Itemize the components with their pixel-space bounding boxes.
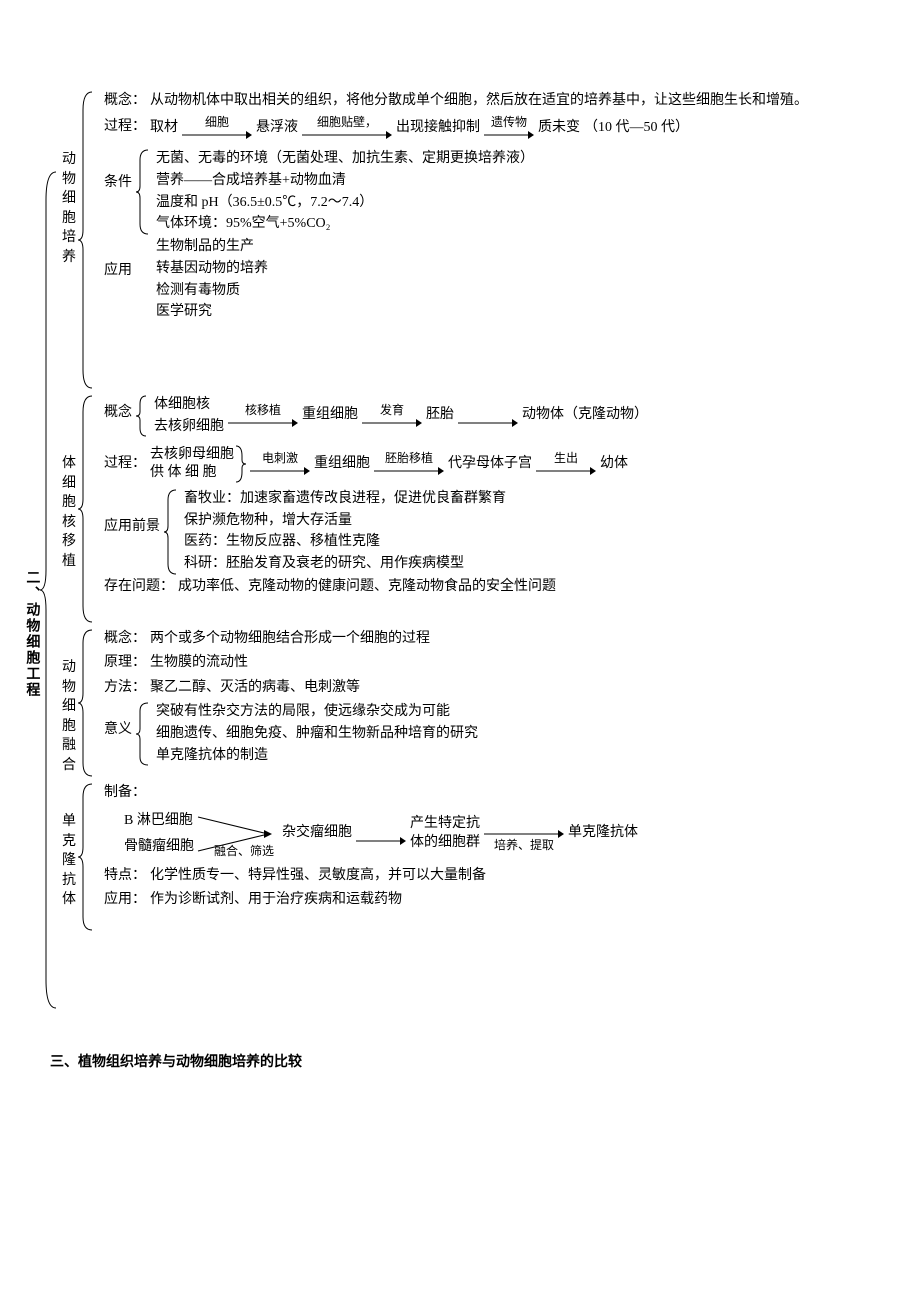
fusion-significance: 意义 突破有性杂交方法的局限，使远缘杂交成为可能 细胞遗传、细胞免疫、肿瘤和生物…	[104, 701, 870, 767]
cond-item: 无菌、无毒的环境（无菌处理、加抗生素、定期更换培养液）	[156, 148, 534, 170]
transfer-prospect: 应用前景 畜牧业：加速家畜遗传改良进程，促进优良畜群繁育 保护濒危物种，增大存活…	[104, 488, 870, 576]
culture-process-flow: 取材 细胞 悬浮液 细胞贴壁， 出现接触抑制 遗传物 质未	[150, 116, 870, 140]
transfer-label: 体细胞核移植	[60, 394, 78, 572]
section-fusion: 动物细胞融合 概念：两个或多个动物细胞结合形成一个细胞的过程 原理：生物膜的流动…	[60, 628, 870, 778]
diagram-root: 二、动物细胞工程 动物细胞培养 概念： 从动物机体中取出相关的组织，将他分散成单…	[50, 90, 870, 1074]
footer-heading: 三、植物组织培养与动物细胞培养的比较	[50, 1052, 870, 1074]
culture-body: 概念： 从动物机体中取出相关的组织，将他分散成单个细胞，然后放在适宜的培养基中，…	[94, 90, 870, 323]
brace-icon	[136, 148, 150, 236]
transfer-body: 概念 体细胞核 去核卵细胞 核移植 重组细胞 发育	[94, 394, 870, 600]
arrow-icon: 电刺激	[250, 452, 310, 476]
culture-process: 过程： 取材 细胞 悬浮液 细胞贴壁， 出现接触抑制 遗传物	[104, 116, 870, 140]
arrow-icon: 培养、提取	[484, 815, 564, 853]
arrow-label: 融合、筛选	[214, 845, 274, 859]
arrow-icon: 遗传物	[484, 116, 534, 140]
transfer-problem: 存在问题： 成功率低、克隆动物的健康问题、克隆动物食品的安全性问题	[104, 576, 870, 598]
culture-application: 应用 生物制品的生产 转基因动物的培养 检测有毒物质 医学研究	[104, 236, 870, 323]
app-item: 医学研究	[156, 301, 268, 323]
transfer-concept: 概念 体细胞核 去核卵细胞 核移植 重组细胞 发育	[104, 394, 870, 438]
culture-conditions: 条件 无菌、无毒的环境（无菌处理、加抗生素、定期更换培养液） 营养——合成培养基…	[104, 148, 870, 236]
prospect-item: 科研：胚胎发育及衰老的研究、用作疾病模型	[184, 553, 506, 575]
sig-item: 单克隆抗体的制造	[156, 745, 478, 767]
cond-item: 温度和 pH（36.5±0.5℃，7.2～7.4）	[156, 192, 534, 214]
arrow-icon: 发育	[362, 404, 422, 428]
transfer-process: 过程： 去核卵母细胞 供 体 细 胞 电刺激 重组细胞 胚胎	[104, 444, 870, 484]
app-item: 检测有毒物质	[156, 280, 268, 302]
converge-brace-icon	[234, 444, 246, 484]
arrow-icon: 胚胎移植	[374, 452, 444, 476]
sig-item: 突破有性杂交方法的局限，使远缘杂交成为可能	[156, 701, 478, 723]
prospect-item: 医药：生物反应器、移植性克隆	[184, 531, 506, 553]
brace-icon	[164, 488, 178, 576]
sig-item: 细胞遗传、细胞免疫、肿瘤和生物新品种培育的研究	[156, 723, 478, 745]
fusion-brace	[78, 628, 94, 778]
mab-label: 单克隆抗体	[60, 782, 78, 910]
cond-item: 营养——合成培养基+动物血清	[156, 170, 534, 192]
section-mab: 单克隆抗体 制备： B 淋巴细胞 骨髓瘤细胞 融合、筛选 杂交瘤细胞	[60, 782, 870, 932]
section-culture: 动物细胞培养 概念： 从动物机体中取出相关的组织，将他分散成单个细胞，然后放在适…	[60, 90, 870, 390]
cond-item: 气体环境：95%空气+5%CO₂	[156, 213, 534, 235]
fusion-body: 概念：两个或多个动物细胞结合形成一个细胞的过程 原理：生物膜的流动性 方法：聚乙…	[94, 628, 870, 767]
culture-concept: 概念： 从动物机体中取出相关的组织，将他分散成单个细胞，然后放在适宜的培养基中，…	[104, 90, 870, 112]
arrow-icon: 细胞	[182, 116, 252, 140]
mab-prep-flow: B 淋巴细胞 骨髓瘤细胞 融合、筛选 杂交瘤细胞 产生特定抗	[124, 808, 870, 858]
arrow-icon	[356, 822, 406, 846]
prospect-item: 畜牧业：加速家畜遗传改良进程，促进优良畜群繁育	[184, 488, 506, 510]
prospect-item: 保护濒危物种，增大存活量	[184, 510, 506, 532]
fusion-label: 动物细胞融合	[60, 628, 78, 776]
arrow-icon: 核移植	[228, 404, 298, 428]
mab-prep-label: 制备：	[104, 782, 870, 804]
section-transfer: 体细胞核移植 概念 体细胞核 去核卵细胞 核移植	[60, 394, 870, 624]
arrow-icon	[458, 404, 518, 428]
arrow-icon: 细胞贴壁，	[302, 116, 392, 140]
app-item: 转基因动物的培养	[156, 258, 268, 280]
main-left-brace	[40, 170, 58, 1010]
transfer-brace	[78, 394, 94, 624]
mab-brace	[78, 782, 94, 932]
culture-brace	[78, 90, 94, 390]
arrow-icon: 生出	[536, 452, 596, 476]
brace-icon	[136, 701, 150, 767]
culture-label: 动物细胞培养	[60, 90, 78, 268]
app-item: 生物制品的生产	[156, 236, 268, 258]
brace-icon	[136, 394, 148, 438]
mab-body: 制备： B 淋巴细胞 骨髓瘤细胞 融合、筛选 杂交瘤细胞	[94, 782, 870, 914]
